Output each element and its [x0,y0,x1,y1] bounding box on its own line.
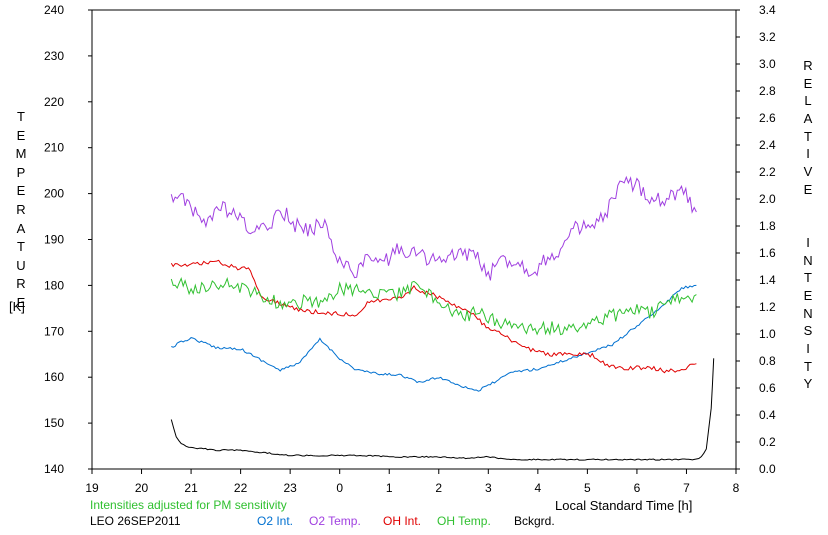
legend-bckgrd: Bckgrd. [514,514,555,528]
left-tick-label: 220 [44,95,64,109]
series-line-oh-temp [170,276,697,336]
right-tick-label: 1.8 [759,219,776,233]
right-tick-label: 2.8 [759,84,776,98]
left-tick-label: 230 [44,49,64,63]
right-tick-label: 0.8 [759,354,776,368]
series-line-o2-temp [170,175,697,281]
x-tick-label: 1 [386,481,393,495]
legend-oh-temp: OH Temp. [437,514,491,528]
legend-oh-int: OH Int. [383,514,422,528]
x-axis-label: Local Standard Time [h] [555,498,693,513]
right-tick-label: 0.6 [759,381,776,395]
left-tick-label: 190 [44,233,64,247]
x-tick-label: 0 [336,481,343,495]
left-axis-unit: [K] [9,299,25,314]
right-tick-label: 2.4 [759,138,776,152]
left-tick-label: 160 [44,370,64,384]
right-tick-label: 3.0 [759,57,776,71]
x-tick-label: 6 [634,481,641,495]
right-tick-label: 2.2 [759,165,776,179]
plot-frame [91,9,737,470]
x-tick-label: 8 [733,481,740,495]
right-tick-label: 2.6 [759,111,776,125]
left-tick-label: 150 [44,416,64,430]
series-line-oh-int [170,259,697,374]
right-tick-label: 1.2 [759,300,776,314]
legend-o2-int: O2 Int. [257,514,294,528]
x-tick-label: 22 [234,481,248,495]
x-tick-label: 3 [485,481,492,495]
x-tick-label: 23 [283,481,297,495]
x-tick-label: 5 [584,481,591,495]
series-layer [170,175,715,461]
left-tick-label: 140 [44,462,64,476]
right-axis-ticks: 0.0 0.2 0.4 0.6 0.8 1.0 1.2 1.4 1.6 1.8 2.0 2.2 2.4 2… [736,3,776,476]
right-tick-label: 3.2 [759,30,776,44]
left-tick-label: 180 [44,278,64,292]
right-tick-label: 0.0 [759,462,776,476]
station-label: LEO 26SEP2011 [90,514,181,528]
series-line-o2-int [171,284,697,392]
right-tick-label: 2.0 [759,192,776,206]
right-tick-label: 1.6 [759,246,776,260]
right-tick-label: 3.4 [759,3,776,17]
left-tick-label: 170 [44,324,64,338]
x-tick-label: 7 [683,481,690,495]
left-tick-label: 210 [44,141,64,155]
left-axis-ticks: 140 150 160 170 180 190 200 210 220 230 240 [44,3,92,476]
right-tick-label: 1.4 [759,273,776,287]
series-line-bckgrd [170,358,715,461]
right-tick-label: 1.0 [759,327,776,341]
x-tick-label: 2 [435,481,442,495]
note-text: Intensities adjusted for PM sensitivity [90,498,287,512]
legend-o2-temp: O2 Temp. [309,514,361,528]
left-tick-label: 200 [44,187,64,201]
right-tick-label: 0.2 [759,435,776,449]
x-tick-label: 20 [135,481,149,495]
x-tick-label: 21 [184,481,198,495]
x-tick-label: 19 [85,481,99,495]
right-tick-label: 0.4 [759,408,776,422]
plot-border [91,9,737,470]
left-tick-label: 240 [44,3,64,17]
x-tick-label: 4 [535,481,542,495]
x-axis-ticks: 19 20 21 22 23 0 1 2 3 4 5 6 7 8 [85,469,740,495]
